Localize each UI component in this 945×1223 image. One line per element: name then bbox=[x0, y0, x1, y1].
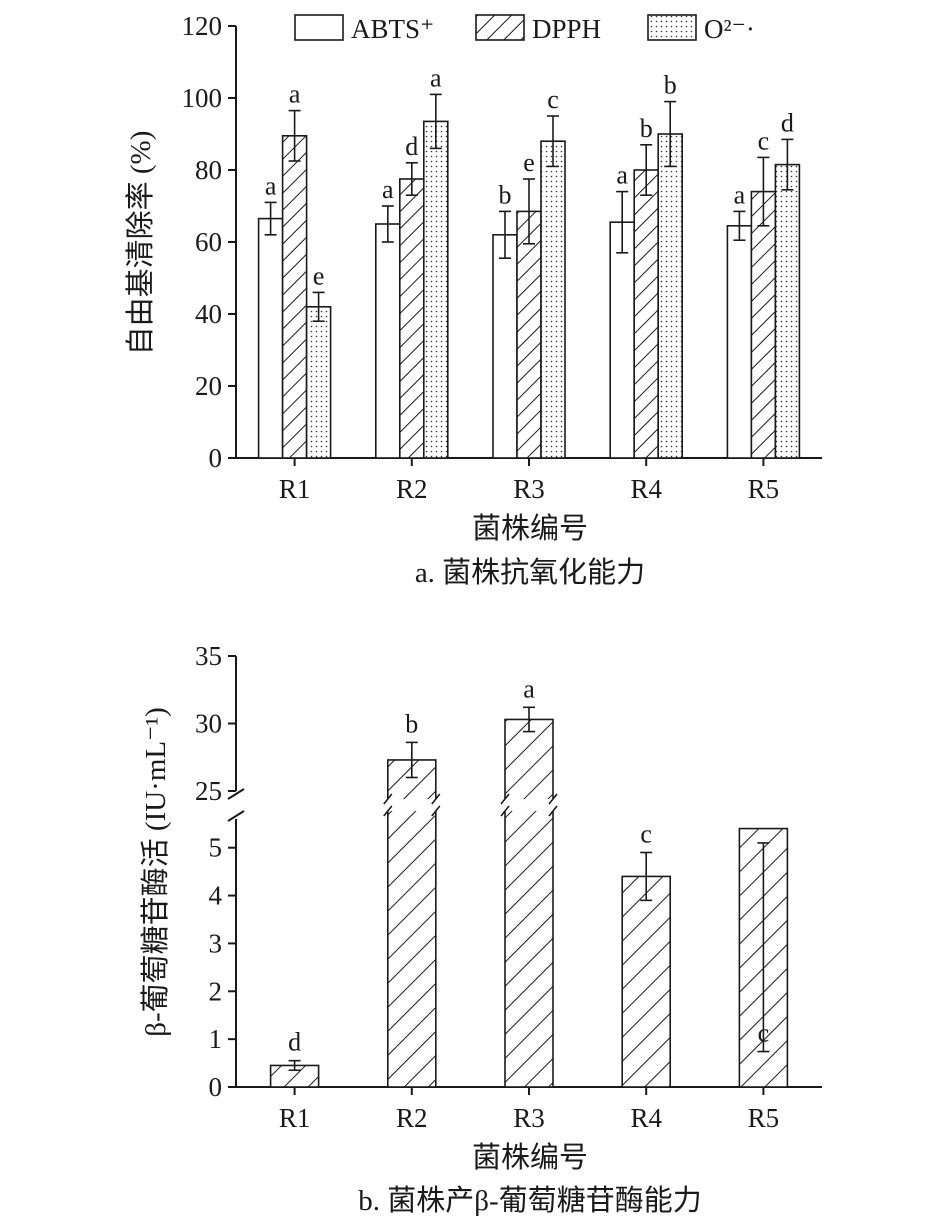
bar-break-mark bbox=[500, 805, 510, 817]
y-tick-label: 60 bbox=[195, 227, 222, 257]
bar-break-mark bbox=[431, 805, 441, 817]
y-tick-label: 0 bbox=[209, 1072, 223, 1102]
significance-label: a bbox=[430, 63, 442, 92]
y-tick-label: 100 bbox=[182, 83, 223, 113]
bar-break-mark bbox=[548, 805, 558, 817]
significance-label: b bbox=[640, 114, 653, 143]
significance-label: b bbox=[405, 709, 418, 738]
significance-label: c bbox=[640, 820, 652, 849]
bar bbox=[422, 120, 449, 459]
significance-label: c bbox=[758, 1019, 770, 1048]
bar-break-gap bbox=[503, 799, 555, 811]
y-tick-label: 5 bbox=[209, 833, 223, 863]
bar bbox=[305, 305, 332, 459]
y-tick-label: 3 bbox=[209, 928, 223, 958]
bar bbox=[774, 163, 801, 459]
bar bbox=[621, 875, 672, 1088]
significance-label: a bbox=[265, 171, 277, 200]
y-tick-label: 80 bbox=[195, 155, 222, 185]
x-axis-title: 菌株编号 bbox=[472, 1141, 588, 1174]
bar bbox=[609, 221, 636, 459]
bar bbox=[398, 178, 425, 459]
bar-break-mark bbox=[500, 793, 510, 805]
bar bbox=[281, 135, 308, 459]
caption-b: b. 菌株产β-葡萄糖苷酶能力 bbox=[358, 1184, 701, 1217]
x-tick-label: R2 bbox=[396, 474, 428, 504]
y-axis-title: 自由基清除率 (%) bbox=[124, 131, 157, 356]
significance-label: a bbox=[382, 175, 394, 204]
significance-label: e bbox=[523, 148, 535, 177]
y-tick-label: 40 bbox=[195, 299, 222, 329]
y-tick-label: 4 bbox=[209, 881, 223, 911]
x-tick-label: R3 bbox=[513, 1103, 545, 1133]
legend-label: DPPH bbox=[532, 14, 601, 44]
caption-a: a. 菌株抗氧化能力 bbox=[415, 556, 645, 589]
legend-swatch bbox=[647, 14, 697, 41]
glucosidase-chart: 25 30 35 0 1 2 3 4 5 R1 R2 R3 R4 R5 d b a c c β-葡萄糖苷酶活 (I… bbox=[139, 641, 822, 1217]
axis-break-mark bbox=[227, 788, 245, 800]
significance-label: a bbox=[734, 180, 746, 209]
significance-label: c bbox=[758, 126, 770, 155]
significance-label: b bbox=[664, 71, 677, 100]
bar bbox=[726, 225, 753, 459]
bar-break-mark bbox=[431, 793, 441, 805]
axes: 0 20 40 60 80 100 120 R1 R2 R3 R4 R5 bbox=[182, 11, 822, 504]
legend-swatch bbox=[294, 14, 344, 41]
bar bbox=[657, 133, 684, 459]
y-tick-label: 20 bbox=[195, 371, 222, 401]
y-tick-label: 1 bbox=[209, 1024, 223, 1054]
bar bbox=[633, 169, 660, 459]
significance-label: a bbox=[289, 80, 301, 109]
legend-label: O²⁻· bbox=[704, 14, 755, 44]
bar bbox=[516, 210, 542, 459]
bar bbox=[492, 234, 518, 459]
significance-label: a bbox=[616, 161, 628, 190]
y-tick-label: 25 bbox=[195, 776, 222, 806]
y-tick-label: 30 bbox=[195, 709, 222, 739]
x-tick-label: R1 bbox=[279, 474, 311, 504]
significance-label: c bbox=[547, 85, 559, 114]
y-axis-title: β-葡萄糖苷酶活 (IU·mL⁻¹) bbox=[139, 707, 172, 1037]
y-tick-label: 2 bbox=[209, 976, 223, 1006]
bar-break-mark bbox=[383, 805, 393, 817]
bars: d b a c c bbox=[269, 674, 789, 1088]
significance-label: d bbox=[288, 1028, 301, 1057]
x-tick-label: R1 bbox=[279, 1103, 311, 1133]
bar bbox=[540, 140, 566, 459]
y-tick-label: 0 bbox=[209, 443, 223, 473]
x-tick-label: R4 bbox=[630, 474, 662, 504]
x-tick-label: R3 bbox=[513, 474, 545, 504]
x-axis-title: 菌株编号 bbox=[472, 512, 588, 545]
bar-break-mark bbox=[383, 793, 393, 805]
y-tick-label: 35 bbox=[195, 641, 222, 671]
bar bbox=[504, 718, 554, 1088]
x-tick-label: R2 bbox=[396, 1103, 428, 1133]
bar-break-mark bbox=[548, 793, 558, 805]
significance-label: d bbox=[405, 132, 418, 161]
x-tick-label: R5 bbox=[748, 1103, 780, 1133]
legend-label: ABTS⁺ bbox=[351, 14, 434, 44]
significance-label: d bbox=[781, 108, 794, 137]
legend-swatch bbox=[475, 14, 525, 41]
legend: ABTS⁺ DPPH O²⁻· bbox=[294, 14, 755, 44]
y-tick-label: 120 bbox=[182, 11, 223, 41]
x-tick-label: R5 bbox=[748, 474, 780, 504]
significance-label: b bbox=[499, 180, 512, 209]
bar bbox=[374, 223, 401, 459]
bar-break-gap bbox=[385, 799, 438, 811]
bar bbox=[257, 217, 284, 459]
axis-break-mark bbox=[227, 810, 245, 822]
significance-label: e bbox=[313, 261, 325, 290]
bar bbox=[750, 190, 777, 459]
significance-label: a bbox=[523, 674, 535, 703]
x-tick-label: R4 bbox=[630, 1103, 662, 1133]
